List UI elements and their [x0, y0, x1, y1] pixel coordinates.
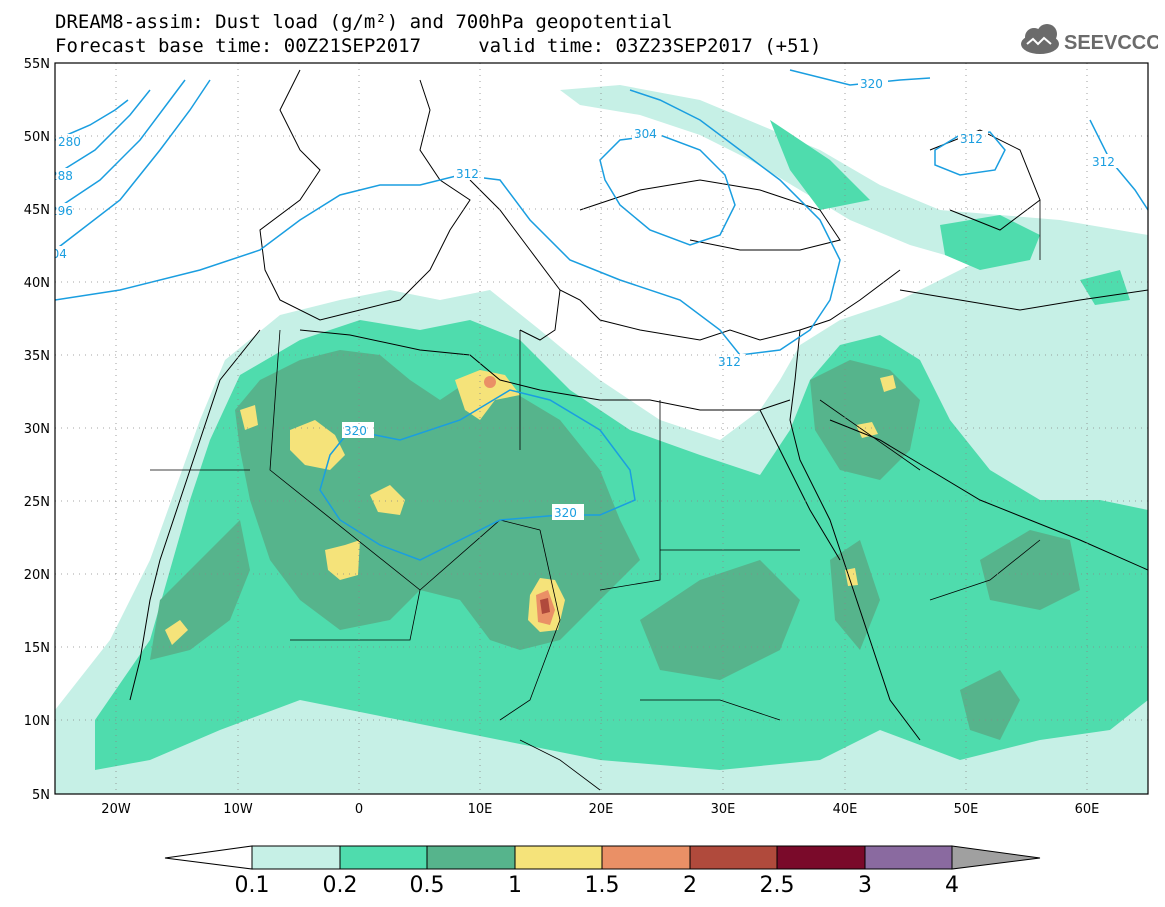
colorbar-bin: [251, 845, 341, 870]
contour-label: 304: [44, 247, 67, 261]
dust-level-2: [540, 598, 550, 614]
colorbar-bin: [601, 845, 691, 870]
contour-labels: 320 304 312 312 312 312 280 288 296 304 …: [44, 76, 1120, 520]
lon-label: 20W: [101, 802, 131, 817]
contour-label: 312: [456, 167, 479, 181]
colorbar-label: 3: [858, 873, 872, 898]
logo-text: SEEVCCC: [1064, 32, 1158, 54]
coastlines: [129, 69, 1148, 741]
lat-label: 35N: [24, 349, 50, 364]
lon-label: 50E: [954, 802, 979, 817]
map-area: 320 304 312 312 312 312 280 288 296 304 …: [44, 63, 1148, 794]
seevccc-logo: SEEVCCC: [1021, 24, 1158, 54]
colorbar-high-arrow: [951, 845, 1041, 870]
lon-label: 20E: [589, 802, 614, 817]
forecast-time-line: Forecast base time: 00Z21SEP2017 valid t…: [55, 35, 822, 57]
colorbar-bin: [514, 845, 603, 870]
lat-label: 30N: [24, 422, 50, 437]
chart-title: DREAM8-assim: Dust load (g/m²) and 700hP…: [55, 11, 673, 33]
contour-label: 312: [960, 132, 983, 146]
lon-label: 10W: [223, 802, 253, 817]
contour-label: 288: [50, 169, 73, 183]
colorbar-bin: [339, 845, 428, 870]
lon-axis: 20W 10W 0 10E 20E 30E 40E 50E 60E: [101, 802, 1099, 817]
colorbar-label: 2.5: [760, 873, 795, 898]
lat-label: 50N: [24, 130, 50, 145]
colorbar-bin: [426, 845, 516, 870]
lon-label: 10E: [468, 802, 493, 817]
lat-label: 45N: [24, 203, 50, 218]
colorbar-labels: 0.1 0.2 0.5 1 1.5 2 2.5 3 4: [235, 873, 960, 898]
colorbar-label: 4: [945, 873, 959, 898]
colorbar-label: 0.5: [410, 873, 445, 898]
contour-label: 320: [860, 77, 883, 91]
contour-label: 280: [58, 135, 81, 149]
map-frame: [54, 62, 1149, 795]
colorbar-label: 1.5: [585, 873, 620, 898]
colorbar: [164, 845, 1041, 870]
contour-label: 320: [554, 506, 577, 520]
colorbar-low-arrow: [164, 845, 253, 870]
lon-label: 60E: [1075, 802, 1100, 817]
graticule: [55, 63, 1148, 794]
lon-label: 40E: [833, 802, 858, 817]
lat-axis: 55N 50N 45N 40N 35N 30N 25N 20N 15N 10N …: [24, 57, 50, 803]
contour-label: 312: [718, 355, 741, 369]
lat-label: 15N: [24, 641, 50, 656]
lat-label: 10N: [24, 714, 50, 729]
contour-label: 304: [634, 127, 657, 141]
colorbar-bin: [776, 845, 866, 870]
country-borders: [150, 200, 1041, 791]
lat-label: 20N: [24, 568, 50, 583]
colorbar-label: 0.1: [235, 873, 270, 898]
contour-label: 312: [1092, 155, 1115, 169]
cloud-icon: [1021, 24, 1059, 54]
colorbar-label: 2: [683, 873, 697, 898]
colorbar-bin: [864, 845, 953, 870]
lat-label: 25N: [24, 495, 50, 510]
contour-label: 320: [344, 424, 367, 438]
lat-label: 55N: [24, 57, 50, 72]
colorbar-bin: [689, 845, 778, 870]
contour-label: 296: [50, 204, 73, 218]
colorbar-label: 1: [508, 873, 522, 898]
colorbar-label: 0.2: [323, 873, 358, 898]
lat-label: 40N: [24, 276, 50, 291]
lon-label: 30E: [711, 802, 736, 817]
lat-label: 5N: [32, 788, 50, 803]
lon-label: 0: [355, 802, 363, 817]
